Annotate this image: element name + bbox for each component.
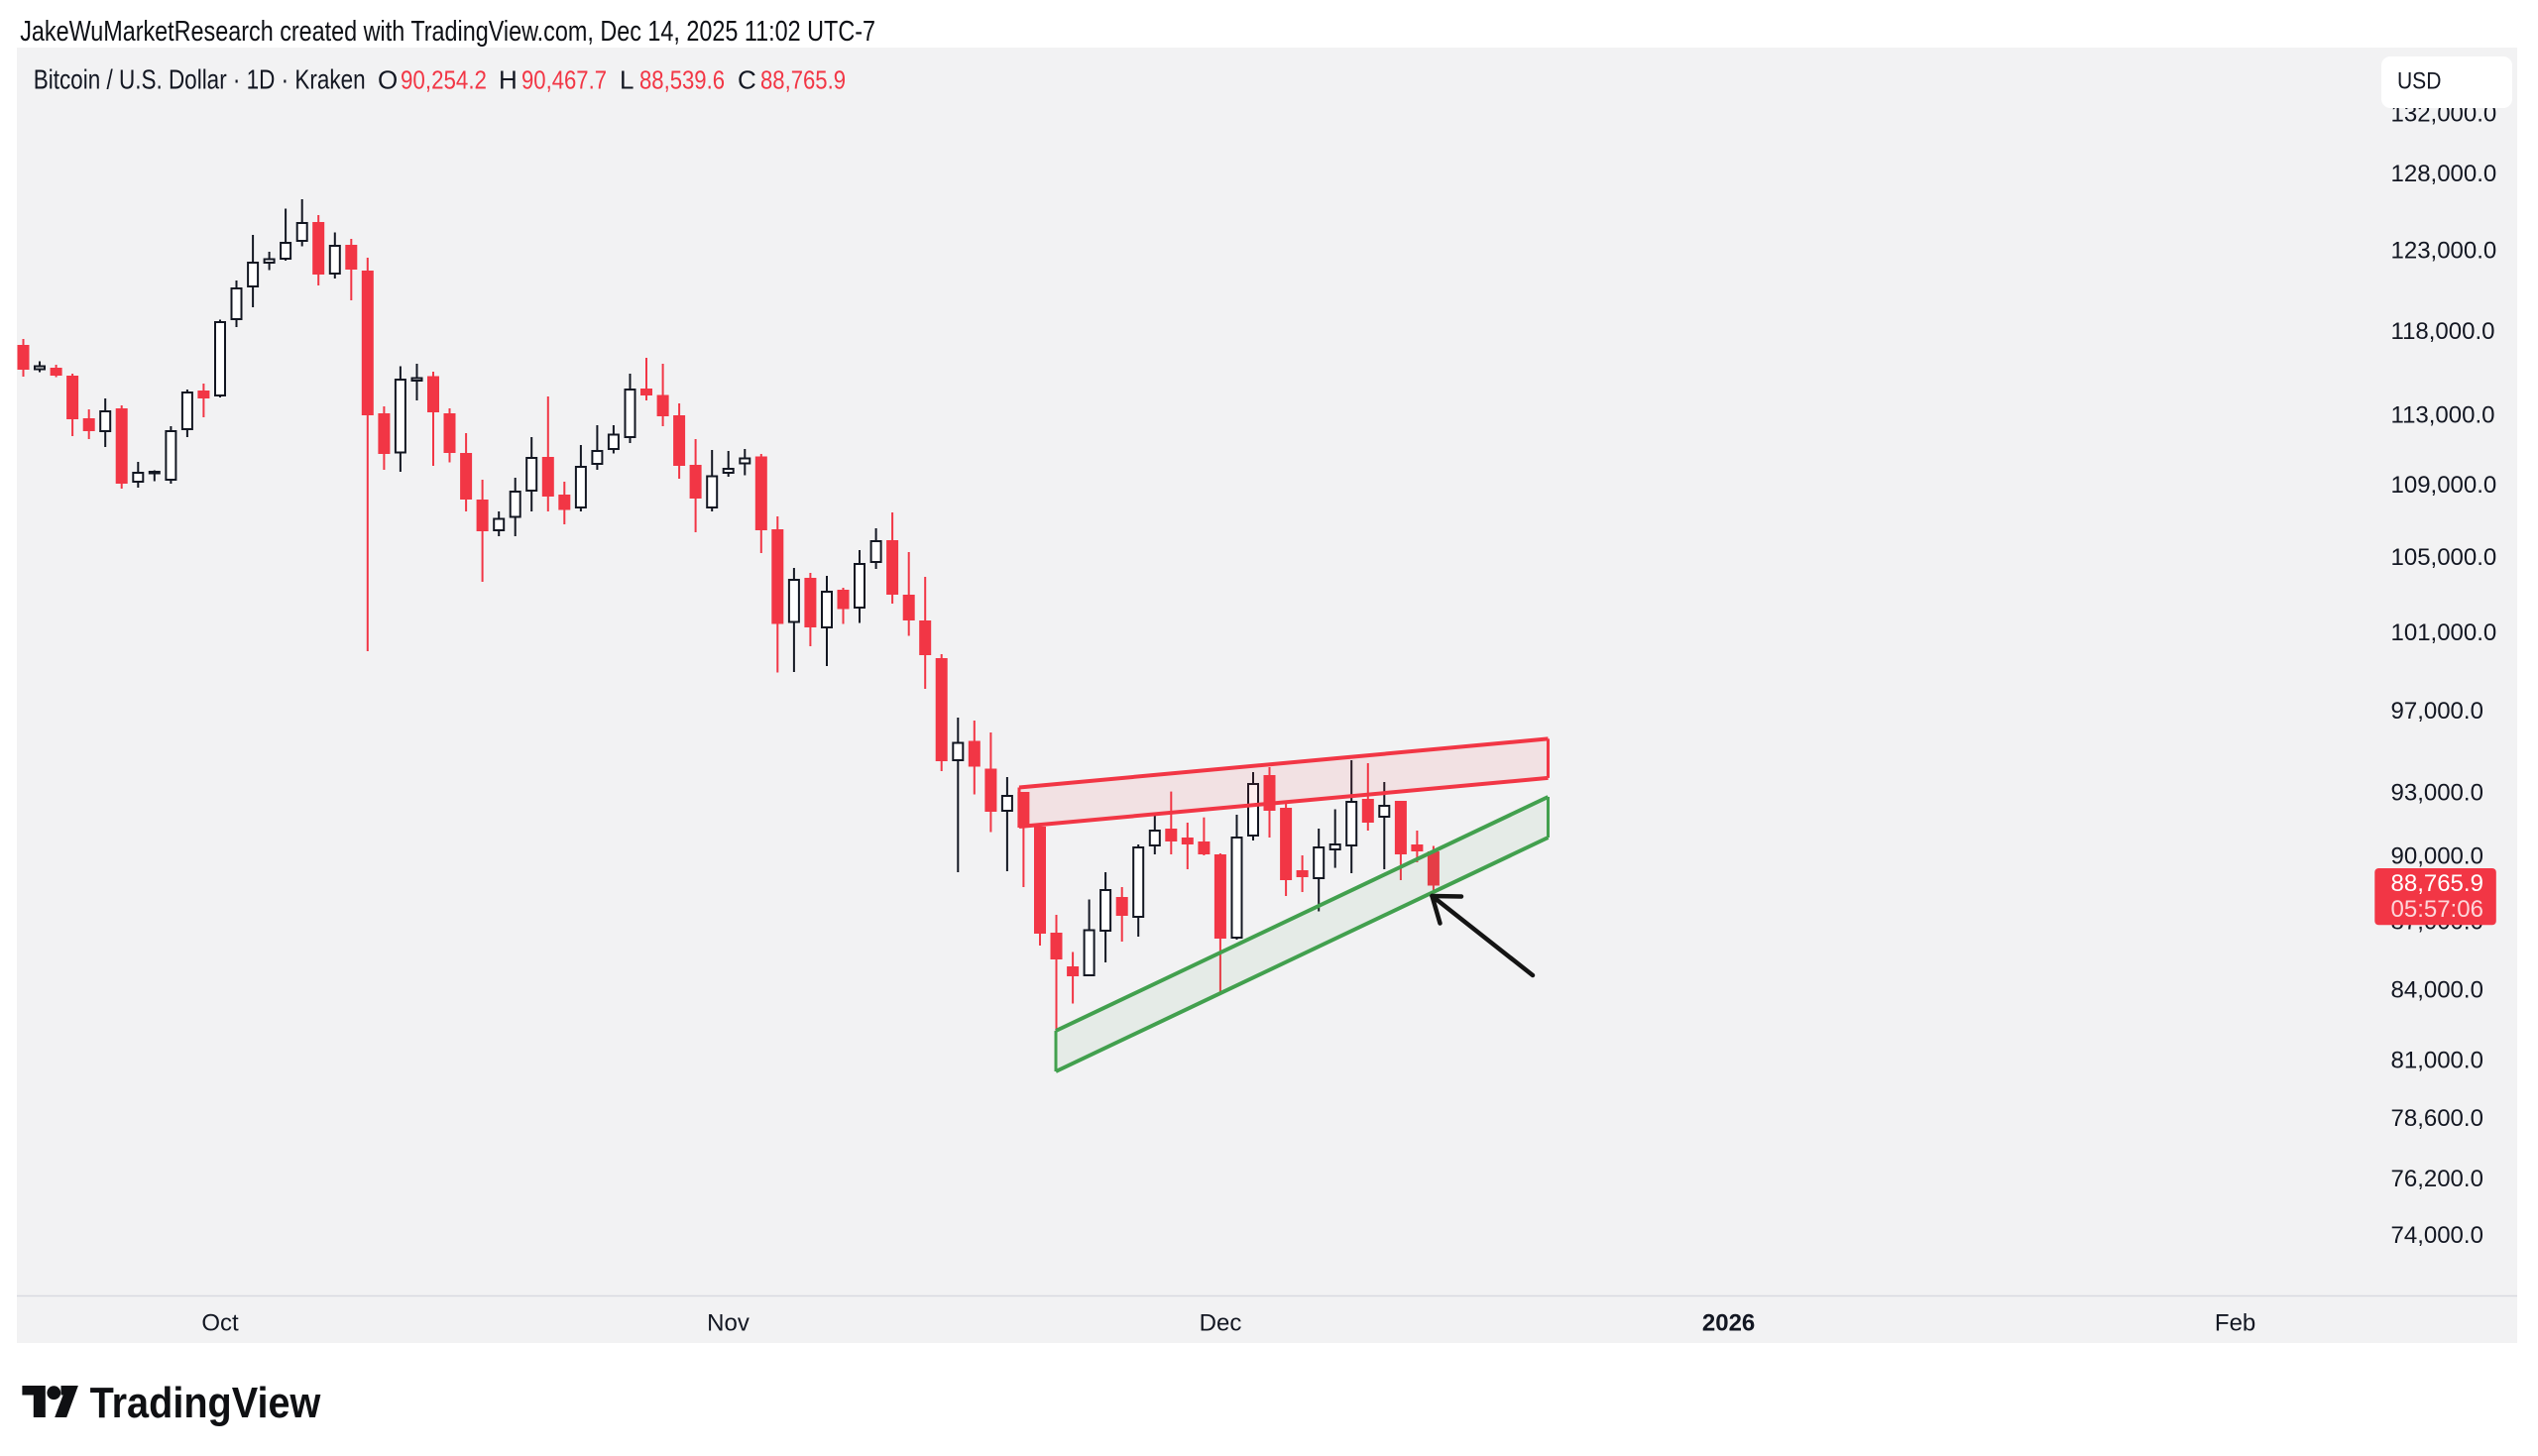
svg-text:81,000.0: 81,000.0 <box>2391 1047 2483 1073</box>
svg-text:2026: 2026 <box>1702 1310 1755 1337</box>
svg-text:90,000.0: 90,000.0 <box>2391 842 2483 869</box>
svg-text:88,539.6: 88,539.6 <box>639 64 725 94</box>
svg-text:05:57:06: 05:57:06 <box>2391 896 2483 923</box>
svg-text:O: O <box>378 64 398 94</box>
svg-text:101,000.0: 101,000.0 <box>2391 619 2497 646</box>
svg-text:128,000.0: 128,000.0 <box>2391 161 2497 187</box>
svg-text:TradingView: TradingView <box>90 1379 321 1427</box>
svg-text:88,765.9: 88,765.9 <box>760 64 846 94</box>
svg-text:84,000.0: 84,000.0 <box>2391 976 2483 1003</box>
svg-text:Feb: Feb <box>2215 1310 2255 1337</box>
svg-text:93,000.0: 93,000.0 <box>2391 779 2483 806</box>
svg-text:74,000.0: 74,000.0 <box>2391 1222 2483 1249</box>
svg-text:Bitcoin / U.S. Dollar · 1D · K: Bitcoin / U.S. Dollar · 1D · Kraken <box>34 63 366 94</box>
svg-text:109,000.0: 109,000.0 <box>2391 472 2497 499</box>
svg-text:90,254.2: 90,254.2 <box>401 64 487 94</box>
svg-text:76,200.0: 76,200.0 <box>2391 1166 2483 1192</box>
svg-text:113,000.0: 113,000.0 <box>2391 402 2495 429</box>
svg-text:C: C <box>738 64 756 94</box>
svg-text:123,000.0: 123,000.0 <box>2391 238 2497 265</box>
svg-text:90,467.7: 90,467.7 <box>521 64 607 94</box>
svg-text:Nov: Nov <box>707 1310 750 1337</box>
svg-text:118,000.0: 118,000.0 <box>2391 318 2495 345</box>
svg-text:Dec: Dec <box>1200 1310 1242 1337</box>
svg-text:USD: USD <box>2397 68 2441 95</box>
svg-text:97,000.0: 97,000.0 <box>2391 698 2483 725</box>
svg-text:105,000.0: 105,000.0 <box>2391 544 2497 571</box>
svg-text:78,600.0: 78,600.0 <box>2391 1105 2483 1132</box>
svg-text:88,765.9: 88,765.9 <box>2391 870 2483 897</box>
svg-text:Oct: Oct <box>201 1310 239 1337</box>
svg-text:JakeWuMarketResearch created w: JakeWuMarketResearch created with Tradin… <box>20 16 875 48</box>
svg-text:H: H <box>499 64 518 94</box>
svg-text:L: L <box>620 64 634 94</box>
